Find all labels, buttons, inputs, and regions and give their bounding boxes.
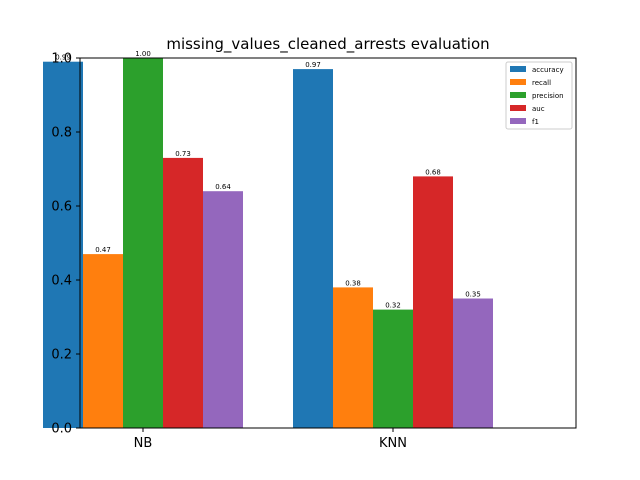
- bar-recall-nb: [83, 254, 123, 428]
- bar-value-label-recall-nb: 0.47: [95, 246, 111, 254]
- bar-precision-knn: [373, 309, 413, 428]
- legend-label-auc: auc: [532, 105, 545, 113]
- legend-swatch-accuracy: [510, 66, 526, 72]
- legend-label-f1: f1: [532, 118, 539, 126]
- bar-recall-knn: [333, 287, 373, 428]
- bar-auc-knn: [413, 176, 453, 428]
- legend-swatch-auc: [510, 105, 526, 111]
- plot-area-frame: [79, 57, 577, 429]
- bar-value-label-accuracy-knn: 0.97: [305, 61, 321, 69]
- y-tick-label: 0.8: [51, 126, 72, 141]
- legend-label-accuracy: accuracy: [532, 66, 564, 74]
- chart-title: missing_values_cleaned_arrests evaluatio…: [166, 35, 489, 54]
- bar-value-label-auc-knn: 0.68: [425, 168, 441, 176]
- y-tick-label: 1.0: [51, 52, 72, 67]
- bar-value-label-auc-nb: 0.73: [175, 150, 191, 158]
- legend-swatch-f1: [510, 118, 526, 124]
- y-tick-label: 0.6: [51, 200, 72, 215]
- bar-value-label-precision-nb: 1.00: [135, 50, 151, 58]
- bar-value-label-f1-nb: 0.64: [215, 183, 231, 191]
- bar-value-label-accuracy-nb: 0.99: [55, 54, 71, 62]
- y-tick-label: 0.4: [51, 274, 72, 289]
- bar-auc-nb: [163, 157, 203, 428]
- bar-f1-nb: [203, 191, 243, 428]
- bar-value-label-f1-knn: 0.35: [465, 291, 481, 299]
- legend-swatch-precision: [510, 92, 526, 98]
- x-tick-label-knn: KNN: [379, 436, 407, 451]
- legend-swatch-recall: [510, 79, 526, 85]
- x-tick-label-nb: NB: [134, 436, 153, 451]
- legend-box: [505, 61, 573, 130]
- bar-labels-layer: 0.99 0.97 0.47 0.38 1.00 0.32 0.73 0.68 0.64 0.35: [55, 50, 481, 310]
- y-tick-label: 0.2: [51, 348, 72, 363]
- bar-value-label-precision-knn: 0.32: [385, 302, 401, 310]
- y-axis: 0.0 0.2 0.4 0.6 0.8 1.0: [51, 52, 80, 437]
- bar-f1-knn: [453, 298, 493, 428]
- bar-accuracy-knn: [293, 69, 333, 428]
- y-tick-label: 0.0: [51, 422, 72, 437]
- bar-value-label-recall-knn: 0.38: [345, 279, 361, 287]
- legend-label-precision: precision: [532, 92, 564, 100]
- bar-precision-nb: [123, 58, 163, 428]
- x-axis: NB KNN: [134, 428, 407, 451]
- bars-layer: [43, 58, 493, 428]
- legend: accuracy recall precision auc f1: [505, 61, 573, 130]
- legend-label-recall: recall: [532, 79, 551, 87]
- bar-accuracy-nb: [43, 61, 83, 428]
